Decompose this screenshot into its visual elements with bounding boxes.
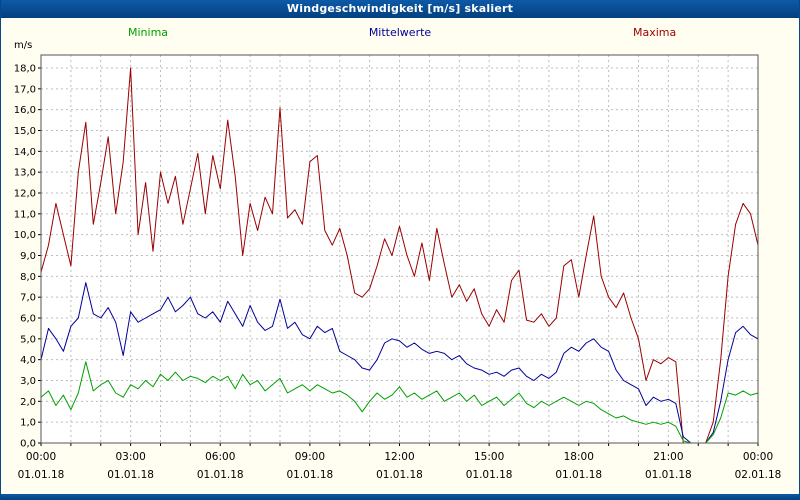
- y-tick-label: 14,0: [14, 147, 36, 158]
- bottom-border-bar: [1, 494, 799, 500]
- series-maxima: [40, 67, 759, 444]
- x-time-label: 00:00: [743, 451, 773, 463]
- y-tick-label: 10,0: [14, 230, 36, 241]
- window-title: Windgeschwindigkeit [m/s] skaliert: [286, 2, 514, 15]
- y-tick-label: 12,0: [14, 189, 36, 200]
- x-time-label: 00:00: [26, 451, 56, 463]
- x-time-label: 03:00: [115, 451, 145, 463]
- legend-maxima: Maxima: [633, 26, 677, 39]
- y-tick-label: 7,0: [20, 293, 36, 304]
- x-time-label: 06:00: [205, 451, 235, 463]
- y-tick-label: 2,0: [20, 397, 36, 408]
- x-date-label: 01.01.18: [286, 469, 333, 481]
- x-date-label: 01.01.18: [466, 469, 513, 481]
- plot-border: [40, 54, 759, 444]
- y-tick-label: 5,0: [20, 334, 36, 345]
- y-tick-label: 18,0: [14, 64, 36, 75]
- y-tick-label: 0,0: [20, 439, 36, 450]
- x-date-label: 02.01.18: [735, 469, 782, 481]
- y-tick-label: 8,0: [20, 272, 36, 283]
- title-bar: Windgeschwindigkeit [m/s] skaliert: [1, 0, 799, 18]
- y-tick-label: 11,0: [14, 209, 36, 220]
- y-tick-label: 9,0: [20, 251, 36, 262]
- y-axis-unit-label: m/s: [14, 40, 33, 51]
- x-time-label: 15:00: [474, 451, 504, 463]
- y-tick-label: 3,0: [20, 376, 36, 387]
- x-date-label: 01.01.18: [555, 469, 602, 481]
- y-tick-label: 13,0: [14, 168, 36, 179]
- x-time-label: 12:00: [384, 451, 414, 463]
- y-tick-label: 16,0: [14, 105, 36, 116]
- x-date-label: 01.01.18: [197, 469, 244, 481]
- x-date-label: 01.01.18: [107, 469, 154, 481]
- x-time-label: 09:00: [295, 451, 325, 463]
- y-tick-label: 6,0: [20, 314, 36, 325]
- x-date-label: 01.01.18: [376, 469, 423, 481]
- y-tick-label: 17,0: [14, 84, 36, 95]
- y-tick-label: 1,0: [20, 418, 36, 429]
- plot-area: [41, 55, 758, 443]
- legend-minima: Minima: [128, 26, 169, 39]
- y-tick-label: 15,0: [14, 126, 36, 137]
- series-minima: [40, 361, 759, 444]
- x-time-label: 21:00: [653, 451, 683, 463]
- x-date-label: 01.01.18: [18, 469, 65, 481]
- y-tick-label: 4,0: [20, 355, 36, 366]
- x-time-label: 18:00: [564, 451, 594, 463]
- series-mittelwerte: [40, 282, 759, 444]
- legend-mittelwerte: Mittelwerte: [368, 26, 432, 39]
- x-date-label: 01.01.18: [645, 469, 692, 481]
